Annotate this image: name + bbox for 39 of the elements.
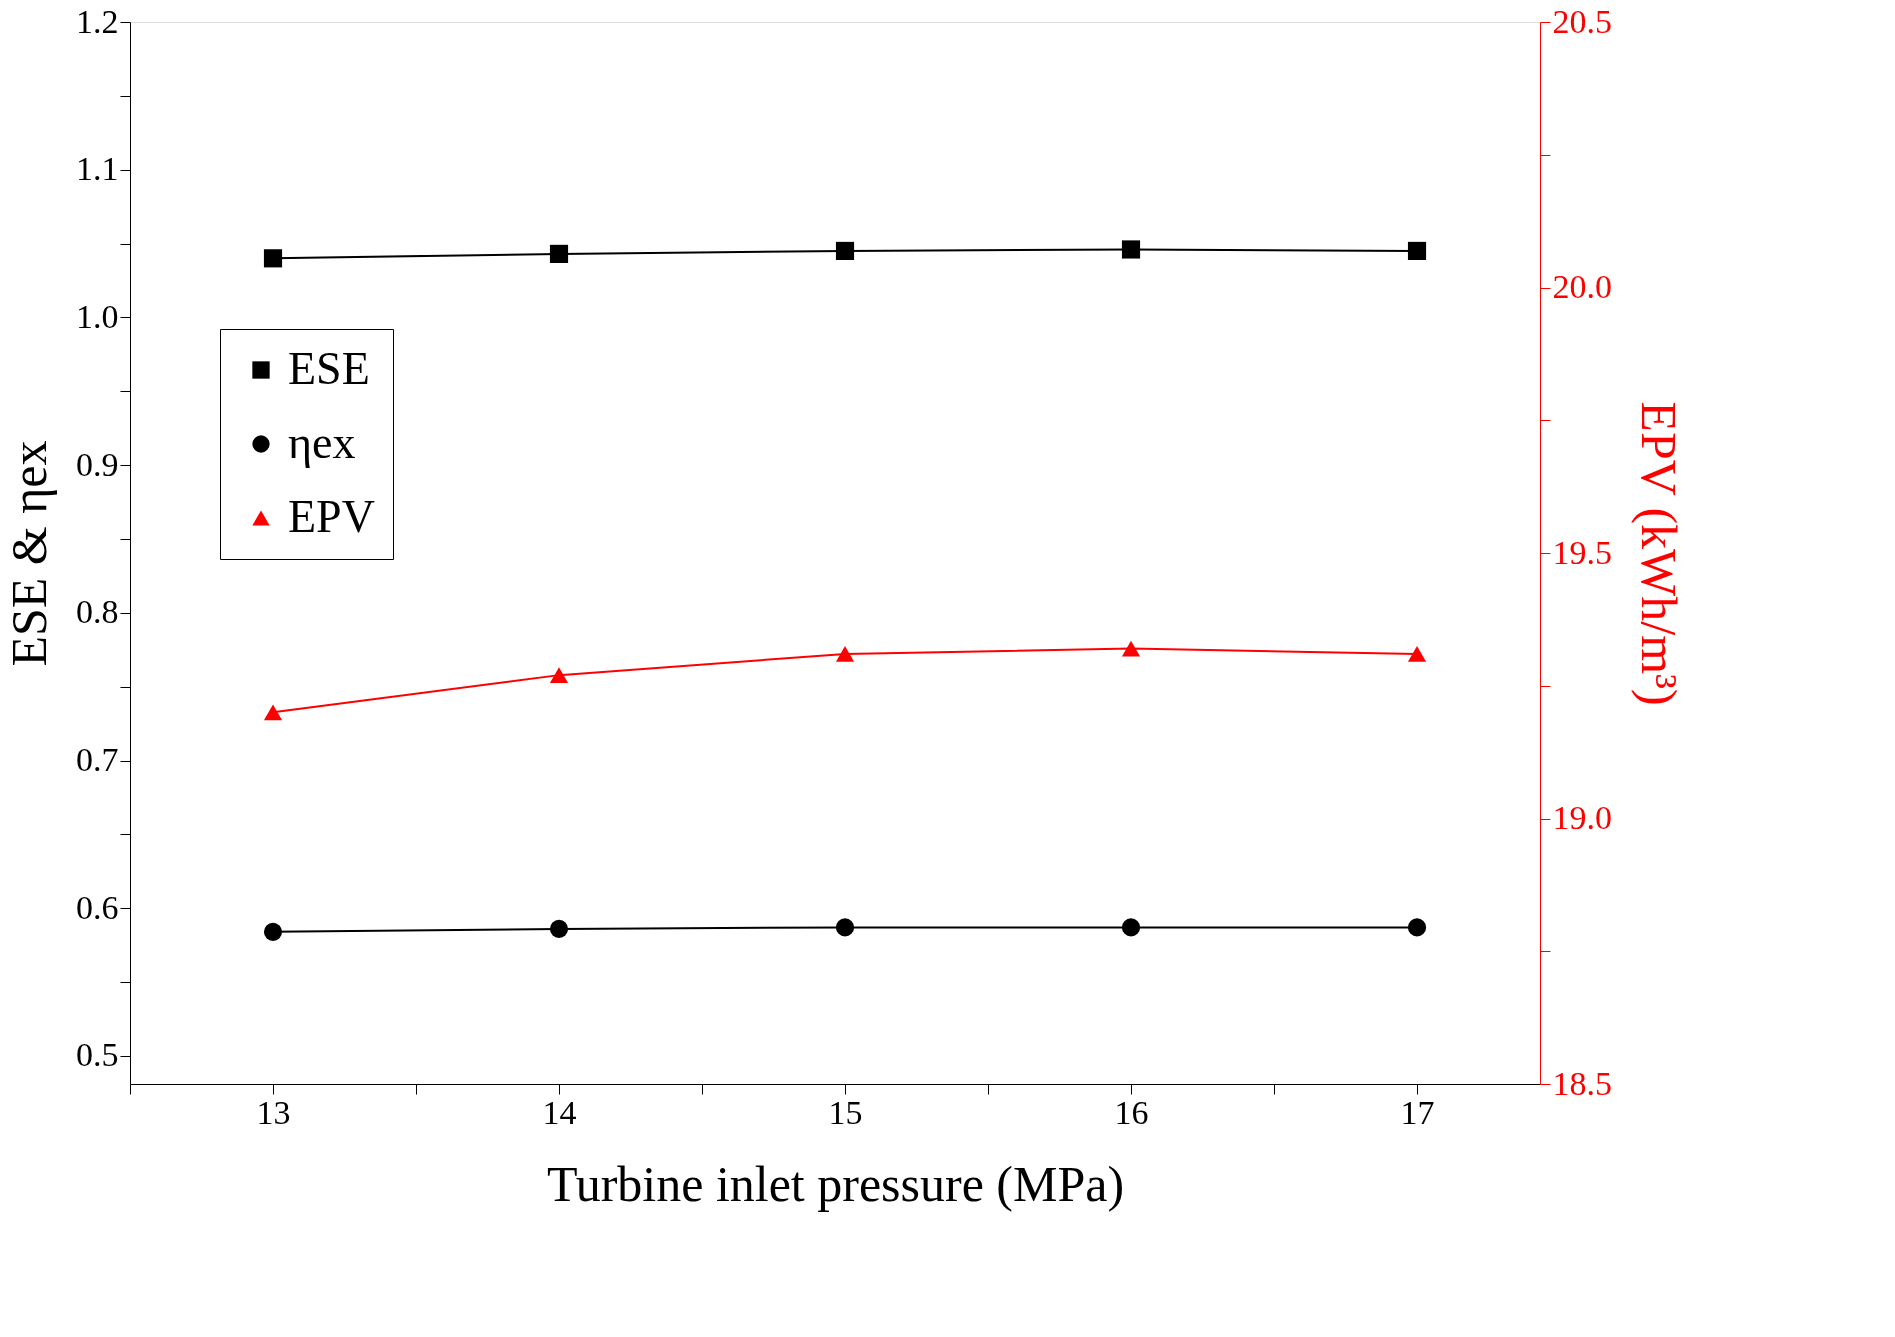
- y-tick-label: 0.7: [76, 741, 119, 779]
- x-axis-title: Turbine inlet pressure (MPa): [546, 1155, 1125, 1212]
- point: [263, 704, 283, 721]
- x-tick-label: 16: [1114, 1093, 1149, 1131]
- point: [549, 667, 569, 683]
- y-tick-label: 1.2: [76, 2, 119, 40]
- y-tick-label: 1.1: [76, 150, 119, 188]
- y-tick-label: 0.8: [76, 593, 119, 631]
- point: [835, 241, 855, 261]
- y2-tick-label: 19.5: [1552, 533, 1612, 571]
- point: [263, 922, 283, 941]
- point: [1121, 640, 1141, 657]
- point: [1407, 241, 1427, 261]
- y-tick-label: 1.0: [76, 297, 119, 335]
- legend-label: EPV: [288, 491, 375, 542]
- point: [549, 244, 569, 263]
- x-tick-label: 14: [542, 1093, 577, 1131]
- x-tick-label: 15: [828, 1093, 863, 1131]
- y-tick-label: 0.5: [76, 1036, 119, 1074]
- y2-tick-label: 18.5: [1552, 1064, 1612, 1102]
- point: [1121, 918, 1141, 937]
- legend-label: ESE: [288, 343, 370, 394]
- y2-tick-label: 20.5: [1552, 2, 1612, 40]
- y2-tick-label: 19.0: [1552, 799, 1612, 836]
- y-axis-title: ESE & ηex: [1, 440, 57, 667]
- y-tick-label: 0.6: [76, 888, 119, 926]
- y2-tick-label: 20.0: [1552, 268, 1612, 305]
- legend-label: ηex: [288, 417, 356, 468]
- point: [1407, 646, 1427, 662]
- y2-axis-title: EPV (kWh/m³): [1631, 401, 1687, 706]
- y-tick-label: 0.9: [76, 445, 119, 483]
- point: [263, 249, 283, 268]
- point: [835, 918, 855, 937]
- point: [549, 919, 569, 938]
- point: [1407, 918, 1427, 937]
- point: [1121, 240, 1141, 259]
- x-tick-label: 17: [1400, 1093, 1435, 1131]
- point: [835, 646, 855, 662]
- x-tick-label: 13: [256, 1093, 291, 1131]
